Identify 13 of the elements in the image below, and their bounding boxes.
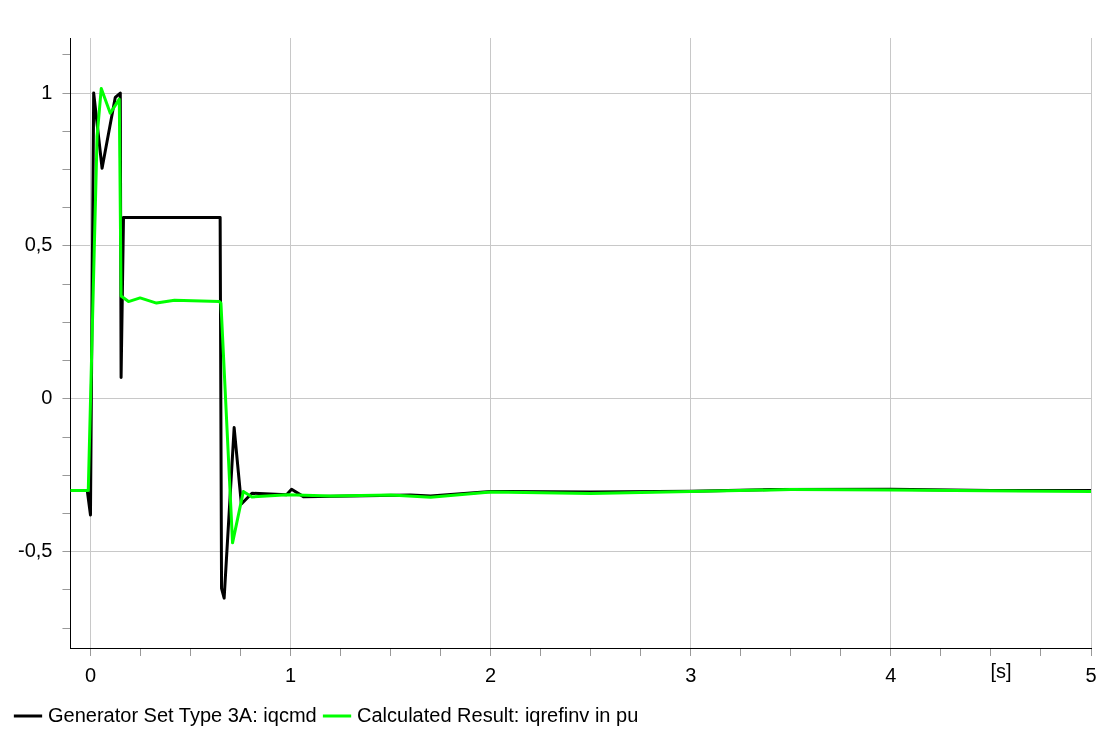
y-tick-label: 1 xyxy=(41,80,53,103)
x-tick-label: 0 xyxy=(84,663,97,686)
legend-label: Generator Set Type 3A: iqcmd xyxy=(48,703,317,726)
y-tick-label: -0,5 xyxy=(17,539,53,562)
x-tick-label: 3 xyxy=(685,663,697,686)
x-tick-label: 2 xyxy=(485,663,497,686)
x-axis-title: [s] xyxy=(990,659,1012,682)
y-tick-label: 0 xyxy=(41,386,53,409)
x-tick-label: 4 xyxy=(885,663,897,686)
x-tick-label: 5 xyxy=(1085,663,1097,686)
legend-label: Calculated Result: iqrefinv in pu xyxy=(357,703,639,726)
y-tick-label: 0,5 xyxy=(24,233,53,256)
x-tick-label: 1 xyxy=(285,663,297,686)
